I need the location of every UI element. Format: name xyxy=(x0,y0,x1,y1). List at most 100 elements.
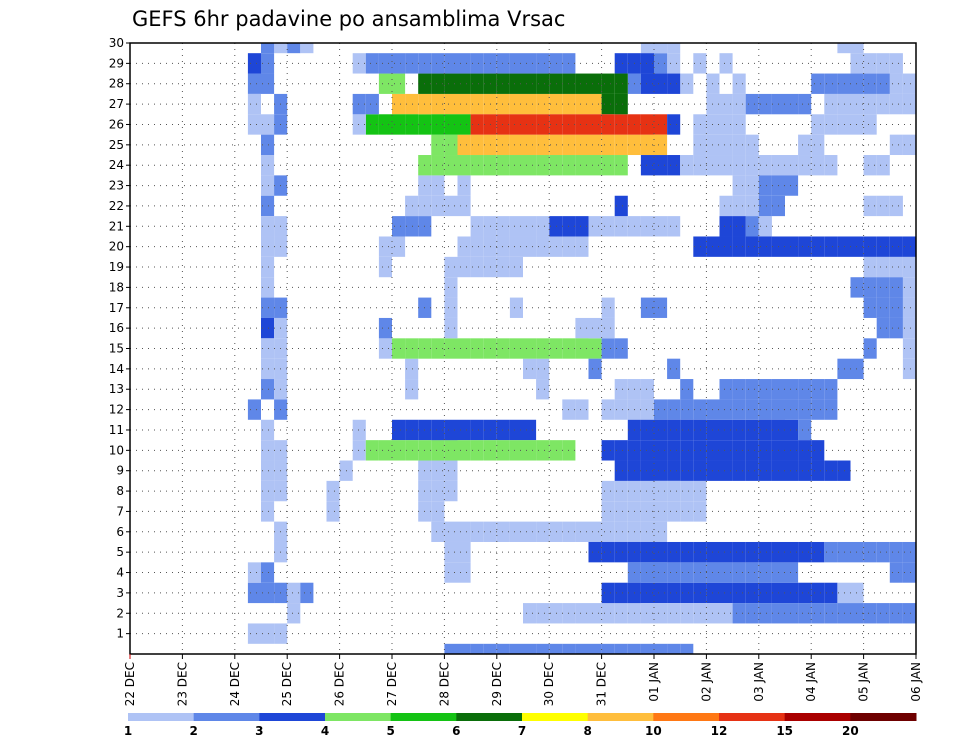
heatmap-cell xyxy=(549,643,563,654)
heatmap-cell xyxy=(863,93,877,115)
heatmap-cell xyxy=(758,93,772,115)
heatmap-cell xyxy=(601,93,615,115)
heatmap-cell xyxy=(693,440,707,461)
heatmap-cell xyxy=(719,216,733,237)
heatmap-cell xyxy=(640,562,654,583)
heatmap-cell xyxy=(261,623,275,644)
heatmap-cell xyxy=(693,53,707,74)
heatmap-cell xyxy=(444,419,458,441)
heatmap-cell xyxy=(470,114,484,135)
heatmap-cell xyxy=(470,134,484,156)
heatmap-cell xyxy=(523,521,537,542)
y-tick-label: 9 xyxy=(116,464,124,478)
heatmap-cell xyxy=(732,93,746,115)
heatmap-cell xyxy=(457,93,471,115)
heatmap-cell xyxy=(640,440,654,461)
chart-title: GEFS 6hr padavine po ansamblima Vrsac xyxy=(132,7,565,31)
heatmap-cell xyxy=(509,419,523,441)
heatmap-cell xyxy=(824,155,838,176)
heatmap-cell xyxy=(654,603,668,624)
heatmap-cell xyxy=(640,43,654,54)
heatmap-cell xyxy=(837,603,851,624)
heatmap-cell xyxy=(405,53,419,74)
heatmap-cell xyxy=(798,134,812,156)
heatmap-cell xyxy=(614,501,628,522)
heatmap-cell xyxy=(654,440,668,461)
heatmap-cell xyxy=(745,440,759,461)
heatmap-cell xyxy=(654,480,668,502)
heatmap-cell xyxy=(352,440,366,461)
heatmap-cell xyxy=(523,134,537,156)
heatmap-cell xyxy=(640,379,654,400)
heatmap-cell xyxy=(444,256,458,278)
heatmap-cell xyxy=(837,460,851,481)
heatmap-cell xyxy=(654,399,668,420)
heatmap-cell xyxy=(352,419,366,441)
heatmap-cell xyxy=(667,358,681,380)
heatmap-cell xyxy=(614,440,628,461)
heatmap-cell xyxy=(745,379,759,400)
heatmap-cell xyxy=(654,155,668,176)
heatmap-cell xyxy=(392,93,406,115)
heatmap-cell xyxy=(536,134,550,156)
heatmap-cell xyxy=(667,399,681,420)
heatmap-cell xyxy=(261,43,275,54)
heatmap-cell xyxy=(640,297,654,318)
x-tick-label: 04 JAN xyxy=(804,662,818,702)
heatmap-cell xyxy=(732,175,746,196)
heatmap-cell xyxy=(863,73,877,94)
heatmap-cell xyxy=(431,134,445,156)
colorbar-label: 20 xyxy=(842,724,859,738)
colorbar-label: 1 xyxy=(124,724,132,738)
heatmap-cell xyxy=(352,53,366,74)
heatmap-cell xyxy=(850,603,864,624)
heatmap-cell xyxy=(614,155,628,176)
heatmap-cell xyxy=(614,73,628,94)
heatmap-cell xyxy=(470,338,484,359)
heatmap-cell xyxy=(745,216,759,237)
heatmap-cell xyxy=(667,562,681,583)
heatmap-cell xyxy=(523,643,537,654)
heatmap-cell xyxy=(601,501,615,522)
heatmap-cell xyxy=(863,53,877,74)
heatmap-cell xyxy=(811,379,825,400)
heatmap-cell xyxy=(798,379,812,400)
heatmap-cell xyxy=(640,114,654,135)
heatmap-cell xyxy=(470,643,484,654)
heatmap-cell xyxy=(614,134,628,156)
heatmap-cell xyxy=(405,93,419,115)
y-tick-label: 24 xyxy=(109,158,124,172)
heatmap-cell xyxy=(496,440,510,461)
heatmap-cell xyxy=(261,134,275,156)
heatmap-cell xyxy=(496,338,510,359)
heatmap-cell xyxy=(365,440,379,461)
heatmap-cell xyxy=(732,216,746,237)
heatmap-cell xyxy=(457,195,471,217)
heatmap-cell xyxy=(745,175,759,196)
heatmap-cell xyxy=(863,155,877,176)
heatmap-cell xyxy=(680,379,694,400)
heatmap-cell xyxy=(811,440,825,461)
colorbar-swatch xyxy=(259,713,326,721)
heatmap-cell xyxy=(261,582,275,604)
heatmap-cell xyxy=(470,73,484,94)
heatmap-cell xyxy=(680,73,694,94)
heatmap-cell xyxy=(654,216,668,237)
heatmap-cell xyxy=(693,155,707,176)
heatmap-cell xyxy=(876,297,890,318)
heatmap-cell xyxy=(758,195,772,217)
heatmap-cell xyxy=(549,236,563,257)
heatmap-cell xyxy=(496,53,510,74)
y-tick-label: 1 xyxy=(116,627,124,641)
heatmap-cell xyxy=(837,236,851,257)
heatmap-cell xyxy=(575,317,589,339)
heatmap-cell xyxy=(850,93,864,115)
heatmap-cell xyxy=(732,440,746,461)
heatmap-cell xyxy=(509,93,523,115)
heatmap-cell xyxy=(509,155,523,176)
heatmap-cell xyxy=(640,603,654,624)
heatmap-cell xyxy=(431,521,445,542)
heatmap-cell xyxy=(745,134,759,156)
heatmap-cell xyxy=(667,582,681,604)
heatmap-cell xyxy=(758,175,772,196)
